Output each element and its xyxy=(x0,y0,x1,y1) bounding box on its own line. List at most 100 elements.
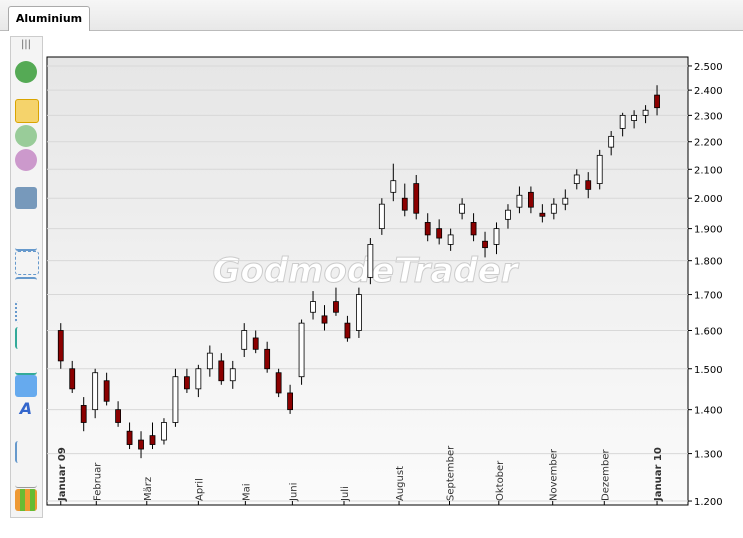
candle-body xyxy=(459,203,466,214)
y-tick-label: 1.400 xyxy=(694,406,723,417)
hline-tool[interactable] xyxy=(15,351,37,375)
candle-body xyxy=(436,228,443,239)
candle-body xyxy=(550,203,557,214)
y-tick-label: 2.500 xyxy=(694,62,723,73)
candle-body xyxy=(562,197,569,205)
fib-tool[interactable] xyxy=(15,301,39,323)
y-tick-label: 2.400 xyxy=(694,86,723,97)
refresh-button[interactable] xyxy=(15,61,37,83)
y-tick-label: 2.000 xyxy=(694,194,723,205)
arc-tool[interactable] xyxy=(15,277,37,301)
x-tick-label: März xyxy=(143,477,154,501)
candle-body xyxy=(241,330,248,350)
candle-body xyxy=(482,240,488,249)
grip: ||| xyxy=(20,39,32,50)
candle-body xyxy=(149,435,156,445)
line-tool[interactable] xyxy=(15,227,37,251)
plot-area xyxy=(46,56,689,506)
candle-body xyxy=(596,154,603,184)
candle-body xyxy=(264,348,271,370)
candle-body xyxy=(298,322,305,378)
tab[interactable]: Aluminium xyxy=(8,6,90,31)
x-tick-label: Januar 10 xyxy=(653,447,664,502)
y-tick-label: 1.200 xyxy=(694,497,723,508)
x-tick-label: November xyxy=(549,448,560,501)
screen-button[interactable] xyxy=(15,187,37,209)
candle-body xyxy=(69,368,76,390)
candle-body xyxy=(424,222,431,236)
candle-body xyxy=(252,337,259,350)
candle-body xyxy=(183,376,190,390)
tab-bar: Aluminium xyxy=(0,0,743,31)
candle-body xyxy=(161,422,167,441)
candle-body xyxy=(333,301,339,313)
candle-body xyxy=(92,372,99,411)
x-tick-label: Februar xyxy=(92,462,103,501)
x-tick-label: Oktober xyxy=(495,460,506,501)
channel-tool[interactable] xyxy=(15,251,39,275)
pen-tool[interactable] xyxy=(15,465,37,488)
candle-body xyxy=(218,360,225,382)
y-tick-label: 1.300 xyxy=(694,450,723,461)
zoom-in-button[interactable] xyxy=(15,125,37,147)
candle-body xyxy=(115,409,121,423)
text-tool[interactable]: A xyxy=(19,399,33,418)
candle-body xyxy=(103,380,110,402)
x-tick-label: September xyxy=(445,445,456,501)
x-tick-label: August xyxy=(395,466,406,501)
toolbar: ||| A xyxy=(10,36,43,518)
y-tick-label: 2.100 xyxy=(694,165,723,176)
candle-body xyxy=(573,174,580,184)
candle-body xyxy=(138,439,144,450)
zoom-out-button[interactable] xyxy=(15,149,37,171)
candle-body xyxy=(390,180,397,193)
x-tick-label: Dezember xyxy=(600,449,611,501)
candle-body xyxy=(287,392,293,411)
curve-tool[interactable] xyxy=(15,441,39,463)
candle-body xyxy=(229,368,236,382)
x-tick-label: April xyxy=(194,478,205,501)
candle-body xyxy=(367,244,374,278)
candle-body xyxy=(447,234,454,245)
candle-body xyxy=(619,114,626,129)
candle-body xyxy=(275,372,282,394)
vline-tool[interactable] xyxy=(15,327,39,349)
watermark: GodmodeTrader xyxy=(212,251,519,291)
candle-body xyxy=(608,135,615,148)
candle-body xyxy=(172,376,179,423)
candle-body xyxy=(585,180,592,190)
candle-body xyxy=(642,109,649,116)
candle-body xyxy=(321,315,328,324)
x-tick-label: Mai xyxy=(241,483,252,501)
x-tick-label: Januar 09 xyxy=(57,447,68,502)
candle-body xyxy=(355,294,362,331)
candle-body xyxy=(470,222,477,236)
y-tick-label: 1.900 xyxy=(694,225,723,236)
palette-tool[interactable] xyxy=(15,489,37,511)
candle-body xyxy=(505,209,511,220)
candle-body xyxy=(631,114,638,121)
candle-body xyxy=(401,197,408,211)
candle-body xyxy=(493,228,500,245)
candle-body xyxy=(195,368,202,390)
rect-tool[interactable] xyxy=(15,375,37,397)
y-tick-label: 2.300 xyxy=(694,111,723,122)
candle-body xyxy=(126,430,133,445)
x-tick-label: Juli xyxy=(340,486,351,502)
candle-body xyxy=(654,94,660,109)
candle-body xyxy=(378,203,385,230)
candle-body xyxy=(413,183,420,214)
candle-body xyxy=(516,194,523,208)
y-tick-label: 1.700 xyxy=(694,291,723,302)
y-tick-label: 2.200 xyxy=(694,138,723,149)
candle-body xyxy=(80,405,87,423)
y-tick-label: 1.600 xyxy=(694,326,723,337)
x-tick-label: Juni xyxy=(288,483,299,502)
candle-body xyxy=(539,212,546,217)
crosshair-button[interactable] xyxy=(15,99,39,123)
candle-body xyxy=(310,301,316,313)
candle-body xyxy=(57,330,64,362)
y-tick-label: 1.800 xyxy=(694,257,723,268)
candle-body xyxy=(206,352,213,370)
